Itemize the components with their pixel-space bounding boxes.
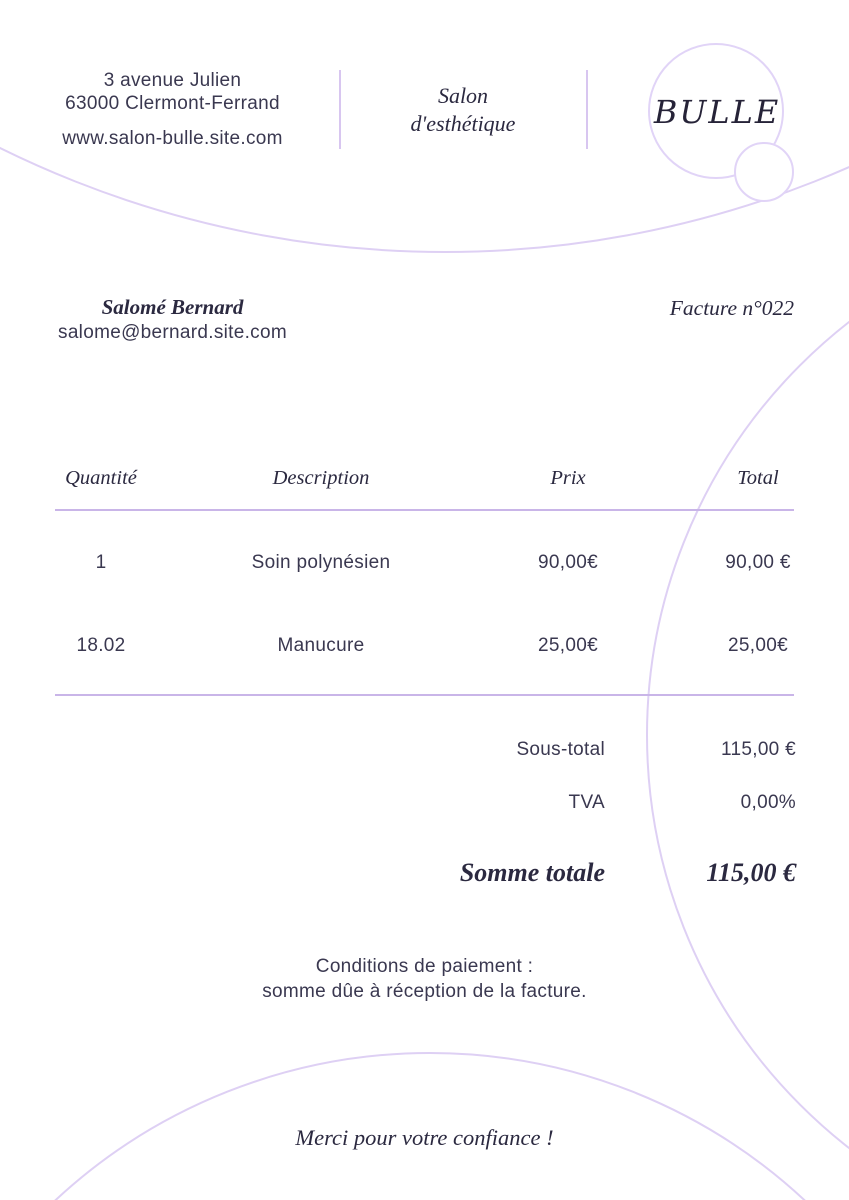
grand-total-value: 115,00 € bbox=[706, 858, 796, 887]
tax-value: 0,00% bbox=[740, 792, 796, 813]
client-name: Salomé Bernard bbox=[101, 295, 244, 319]
tax-label: TVA bbox=[568, 792, 605, 813]
column-header-price: Prix bbox=[550, 467, 586, 489]
header-divider-right bbox=[586, 70, 588, 149]
salon-tagline: Salon d'esthétique bbox=[349, 82, 577, 138]
cell-price: 25,00€ bbox=[538, 635, 598, 656]
thank-you-message: Merci pour votre confiance ! bbox=[295, 1125, 554, 1150]
arc-top bbox=[0, 146, 849, 253]
cell-total: 90,00 € bbox=[725, 552, 791, 573]
client-block: Salomé Bernard salome@bernard.site.com bbox=[50, 294, 295, 345]
logo-small-circle bbox=[734, 142, 794, 202]
client-email: salome@bernard.site.com bbox=[58, 322, 287, 343]
cell-description: Manucure bbox=[277, 635, 365, 656]
table-row: 18.02 Manucure 25,00€ 25,00€ bbox=[55, 632, 794, 660]
tagline-line-2: d'esthétique bbox=[410, 111, 516, 136]
cell-quantity: 1 bbox=[95, 552, 107, 573]
cell-description: Soin polynésien bbox=[251, 552, 391, 573]
column-header-description: Description bbox=[272, 467, 370, 489]
payment-terms-line-2: somme dûe à réception de la facture. bbox=[262, 981, 587, 1002]
header-divider-left bbox=[339, 70, 341, 149]
address-line-1: 3 avenue Julien bbox=[103, 70, 242, 91]
address-line-2: 63000 Clermont-Ferrand bbox=[65, 93, 280, 114]
payment-terms: Conditions de paiement : somme dûe à réc… bbox=[0, 954, 849, 1004]
salon-address-block: 3 avenue Julien 63000 Clermont-Ferrand w… bbox=[50, 69, 295, 150]
logo-circle bbox=[648, 43, 784, 179]
table-row: 1 Soin polynésien 90,00€ 90,00 € bbox=[55, 549, 794, 577]
cell-quantity: 18.02 bbox=[76, 635, 126, 656]
table-bottom-rule bbox=[55, 694, 794, 696]
invoice-number: Facture n°022 bbox=[669, 296, 794, 320]
column-header-quantity: Quantité bbox=[65, 467, 137, 489]
cell-total: 25,00€ bbox=[728, 635, 788, 656]
table-header-row: Quantité Description Prix Total bbox=[55, 464, 794, 492]
arc-bottom bbox=[54, 1052, 806, 1200]
subtotal-value: 115,00 € bbox=[721, 739, 796, 760]
table-top-rule bbox=[55, 509, 794, 511]
brand-logo-text: BULLE bbox=[653, 93, 781, 131]
cell-price: 90,00€ bbox=[538, 552, 598, 573]
column-header-total: Total bbox=[737, 467, 779, 489]
salon-website: www.salon-bulle.site.com bbox=[62, 128, 283, 149]
subtotal-label: Sous-total bbox=[516, 739, 605, 760]
items-table: Quantité Description Prix Total 1 Soin p… bbox=[55, 464, 794, 709]
arc-right bbox=[646, 320, 849, 1150]
payment-terms-line-1: Conditions de paiement : bbox=[315, 956, 534, 977]
grand-total-label: Somme totale bbox=[459, 858, 605, 887]
tagline-line-1: Salon bbox=[437, 83, 489, 108]
